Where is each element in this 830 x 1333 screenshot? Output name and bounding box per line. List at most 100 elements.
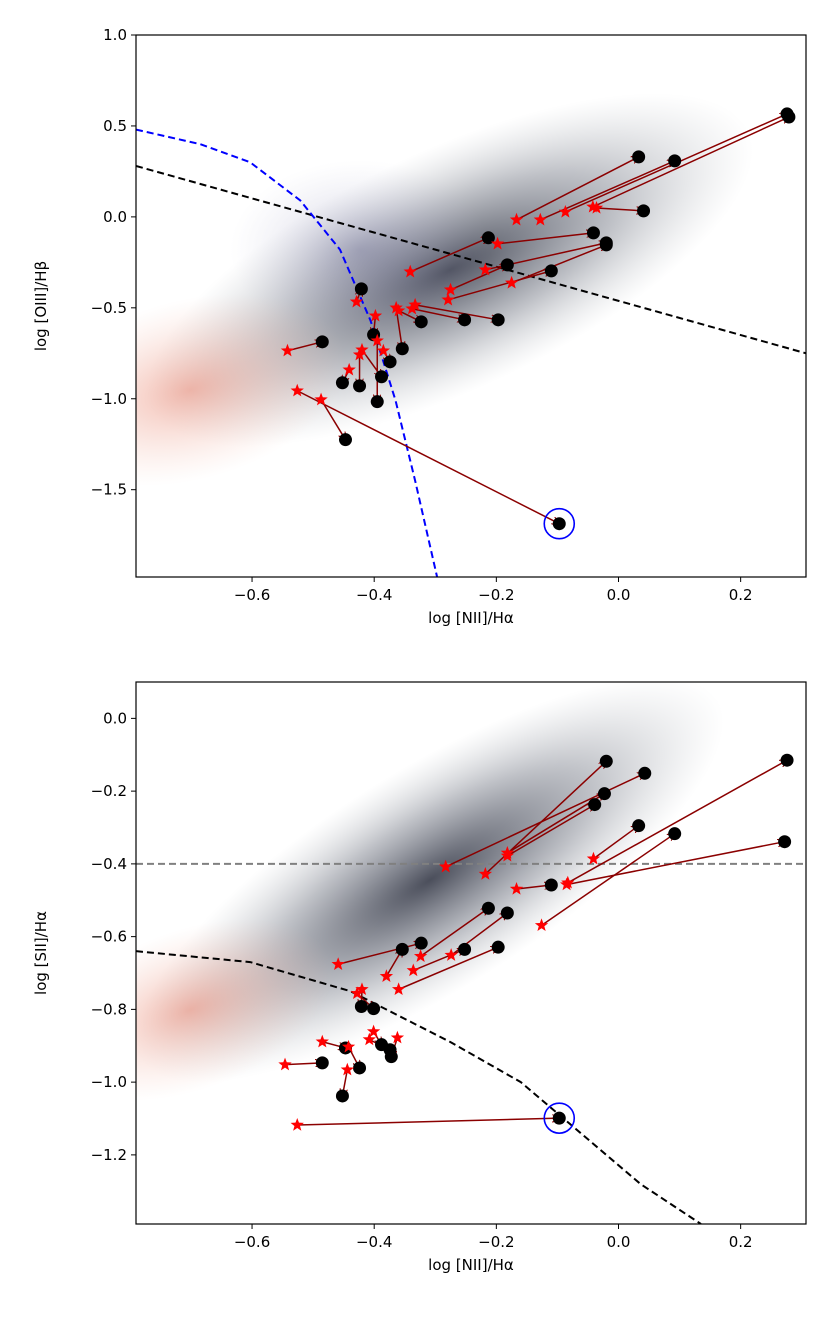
star-point — [290, 1118, 304, 1131]
density-cloud — [136, 682, 725, 1102]
circle-point — [414, 936, 428, 950]
star-point — [376, 343, 391, 357]
axes-frame — [135, 34, 807, 578]
circle-point — [552, 517, 566, 531]
star-point — [413, 949, 428, 962]
circle-point — [367, 1002, 381, 1016]
circle-point — [481, 901, 495, 915]
circle-point — [638, 766, 652, 780]
plot-area — [136, 753, 806, 1224]
arrow — [541, 834, 675, 926]
circle-point — [353, 1061, 367, 1075]
x-tick-label: −0.4 — [356, 586, 392, 604]
arrow — [420, 908, 489, 957]
arrow — [596, 208, 644, 211]
star-point — [278, 1057, 292, 1071]
star-point — [439, 859, 453, 873]
star-point — [478, 262, 493, 276]
x-tick-label: 0.2 — [729, 586, 753, 604]
star-point — [534, 918, 549, 932]
circle-point — [375, 370, 389, 384]
circle-point — [632, 819, 646, 833]
circle-point — [597, 787, 611, 801]
circle-point — [668, 154, 682, 168]
circle-point — [544, 878, 558, 892]
arrow — [411, 307, 465, 320]
circle-point — [500, 258, 514, 272]
circle-point — [780, 753, 794, 767]
arrow — [566, 842, 785, 886]
x-tick-label: −0.2 — [478, 586, 514, 604]
y-tick-label: −0.4 — [91, 855, 127, 873]
circle-point — [383, 355, 397, 369]
y-tick-label: 1.0 — [103, 26, 127, 44]
arrow — [296, 390, 559, 524]
highlight-ring — [543, 507, 576, 540]
x-axis-label: log [NII]/Hα — [428, 1256, 514, 1274]
y-axis-label: log [OIII]/Hβ — [32, 261, 50, 351]
circle-point — [491, 313, 505, 327]
circle-point — [637, 204, 651, 218]
star-point — [340, 1062, 354, 1076]
arrow — [506, 805, 594, 857]
x-tick-label: −0.2 — [478, 1233, 514, 1251]
star-point — [406, 963, 420, 977]
circle-point — [354, 282, 368, 296]
circle-point — [353, 379, 367, 393]
arrow — [592, 117, 789, 208]
circle-point — [599, 754, 613, 768]
arrow — [412, 949, 464, 972]
star-point — [509, 881, 524, 895]
y-tick-label: −0.5 — [91, 299, 127, 317]
star-point — [389, 300, 403, 314]
arrow — [445, 773, 645, 868]
star-point — [355, 982, 369, 996]
y-tick-label: −0.2 — [91, 782, 127, 800]
arrow — [447, 271, 551, 301]
arrow — [497, 233, 594, 245]
circle-point — [544, 264, 558, 278]
star-point — [490, 236, 505, 250]
y-tick-label: 0.5 — [103, 117, 127, 135]
x-tick-label: 0.2 — [729, 1233, 753, 1251]
reference-line — [136, 128, 439, 577]
y-tick-label: 0.0 — [103, 208, 127, 226]
arrow — [414, 304, 498, 320]
circle-point — [414, 315, 428, 329]
y-tick-label: −1.5 — [91, 481, 127, 499]
circle-point — [395, 342, 409, 356]
reference-line — [136, 164, 806, 355]
y-tick-label: −1.0 — [91, 1073, 127, 1091]
arrow — [567, 760, 787, 884]
star-point — [444, 948, 458, 961]
star-point — [370, 333, 384, 347]
star-point — [558, 204, 573, 218]
circle-point — [782, 110, 796, 124]
circle-point — [458, 942, 472, 956]
highlight-ring — [543, 1102, 576, 1134]
reference-line — [136, 950, 702, 1224]
star-point — [509, 212, 524, 226]
circle-point — [335, 1089, 349, 1103]
star-point — [403, 264, 417, 278]
circle-point — [552, 1111, 566, 1125]
circle-point — [370, 395, 384, 409]
circle-point — [500, 906, 514, 920]
circle-point — [668, 827, 682, 841]
x-tick-label: 0.0 — [607, 1233, 631, 1251]
arrow — [516, 157, 639, 221]
arrow — [320, 399, 345, 440]
star-point — [290, 383, 304, 397]
axes-frame — [135, 681, 807, 1225]
arrow — [297, 1118, 559, 1126]
star-point — [314, 392, 328, 406]
circle-point — [586, 226, 600, 240]
star-point — [504, 275, 519, 289]
star-point — [368, 308, 383, 322]
circle-point — [491, 940, 505, 954]
circle-point — [588, 798, 602, 812]
y-tick-label: −1.0 — [91, 390, 127, 408]
x-tick-label: −0.6 — [234, 586, 270, 604]
